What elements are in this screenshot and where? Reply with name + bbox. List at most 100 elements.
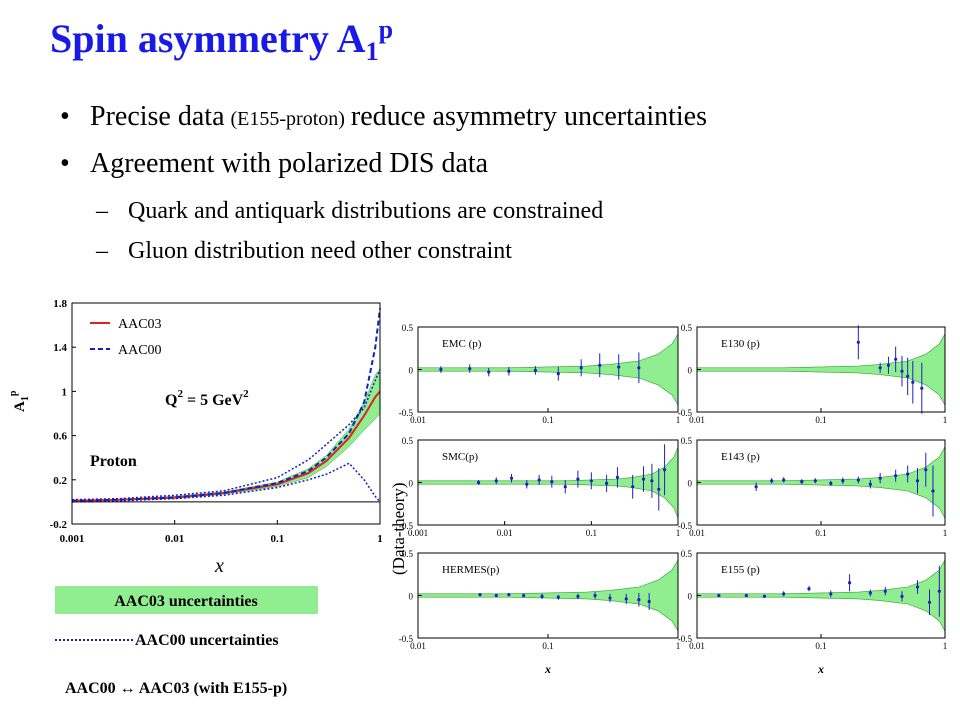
data-point: [525, 482, 529, 486]
data-point: [829, 592, 833, 596]
title-sup: p: [379, 15, 393, 44]
data-point: [762, 594, 767, 598]
y-tick-label: -0.5: [678, 408, 693, 418]
data-point: [487, 370, 491, 374]
annotation: Q2 = 5 GeV2: [165, 388, 249, 409]
data-point: [931, 489, 935, 493]
y-tick-label: 0.2: [53, 475, 67, 487]
data-point: [894, 357, 898, 361]
data-point: [886, 363, 891, 367]
x-tick-label: 0.01: [689, 528, 705, 538]
data-point: [927, 600, 932, 604]
slide-title: Spin asymmetry A1p: [50, 15, 393, 66]
x-tick-label: 0.1: [815, 415, 826, 425]
y-tick-label: 0.6: [53, 431, 67, 443]
x-axis-label: x: [544, 662, 551, 676]
data-point: [476, 480, 481, 485]
y-tick-label: 0: [688, 366, 693, 376]
annotation-part: Q: [165, 392, 177, 409]
data-point: [598, 363, 602, 367]
x-tick-label: 0.001: [60, 533, 85, 545]
annotation-sup: 2: [177, 388, 183, 400]
sub-bullet: Gluon distribution need other constraint: [128, 238, 512, 264]
data-point: [509, 476, 514, 480]
x-tick-label: 1: [943, 641, 948, 651]
x-axis-label: x: [817, 662, 824, 676]
y-tick-label: 0: [409, 479, 414, 489]
y-tick-label: 1.4: [53, 342, 67, 354]
data-point: [841, 479, 845, 483]
data-point: [608, 596, 612, 600]
x-tick-label: 1: [676, 415, 681, 425]
data-point: [868, 591, 872, 595]
data-point: [754, 485, 758, 489]
x-tick-label: 0.1: [542, 641, 553, 651]
data-point: [522, 593, 526, 598]
ylabel-sub: 1: [20, 396, 31, 401]
y-tick-label: 1.8: [53, 298, 67, 310]
y-tick-label: 0.5: [402, 436, 414, 446]
y-tick-label: 0: [688, 479, 693, 489]
data-point: [894, 474, 898, 478]
data-point: [540, 594, 544, 598]
data-point: [593, 593, 597, 598]
data-point: [770, 479, 774, 483]
data-point: [868, 482, 872, 486]
data-point: [847, 581, 852, 585]
x-tick-label: 0.1: [815, 641, 826, 651]
data-point: [576, 477, 580, 481]
data-point: [883, 589, 887, 593]
data-point: [650, 479, 654, 483]
y-tick-label: -0.5: [678, 521, 693, 531]
data-point: [856, 340, 860, 344]
data-point: [829, 481, 833, 485]
legend-text: AAC03 uncertainties: [114, 593, 258, 610]
data-point: [556, 372, 560, 376]
x-tick-label: 0.01: [689, 641, 705, 651]
panel-title: E143 (p): [721, 451, 760, 463]
data-point: [624, 597, 628, 601]
data-point: [589, 479, 593, 483]
x-tick-label: 0.1: [270, 533, 284, 545]
title-sub: 1: [366, 37, 379, 66]
bullet: Agreement with polarized DIS data: [90, 148, 489, 179]
data-point: [900, 594, 904, 598]
data-point: [478, 593, 482, 597]
data-point: [915, 585, 920, 589]
y-tick-label: -0.5: [399, 408, 414, 418]
panel-title: SMC(p): [442, 451, 478, 463]
bullet-text: reduce asymmetry uncertainties: [351, 101, 707, 132]
data-point: [800, 480, 804, 484]
data-point: [507, 369, 511, 373]
data-point: [744, 593, 748, 598]
data-point: [813, 479, 817, 483]
y-tick-label: 0.5: [681, 436, 693, 446]
x-tick-label: 0.1: [542, 415, 553, 425]
uncertainty-bound: [71, 369, 381, 501]
bullet-small: (E155-proton): [231, 108, 345, 130]
y-tick-label: 0: [409, 366, 414, 376]
x-tick-label: 0.001: [408, 528, 428, 538]
data-point: [906, 374, 910, 378]
y-axis-label: A1p: [8, 390, 31, 412]
y-tick-label: 0.5: [402, 323, 414, 333]
data-point: [782, 592, 786, 596]
data-point: [657, 487, 661, 491]
x-tick-label: 1: [377, 533, 383, 545]
data-point: [782, 478, 786, 482]
data-point: [878, 366, 882, 370]
annotation-part: = 5 GeV: [187, 392, 244, 409]
y-tick-label: 0.5: [681, 323, 693, 333]
panels-y-label: (Data-theory): [389, 482, 408, 575]
legend-label: AAC00: [118, 343, 162, 358]
data-point: [494, 479, 498, 483]
x-tick-label: 0.01: [689, 415, 705, 425]
data-point: [637, 366, 641, 370]
bullet-dot: •: [60, 148, 70, 179]
data-point: [579, 366, 583, 370]
sub-dash: –: [95, 238, 109, 264]
data-point: [647, 599, 651, 604]
data-point: [494, 593, 498, 598]
ylabel-main: A: [12, 401, 28, 412]
